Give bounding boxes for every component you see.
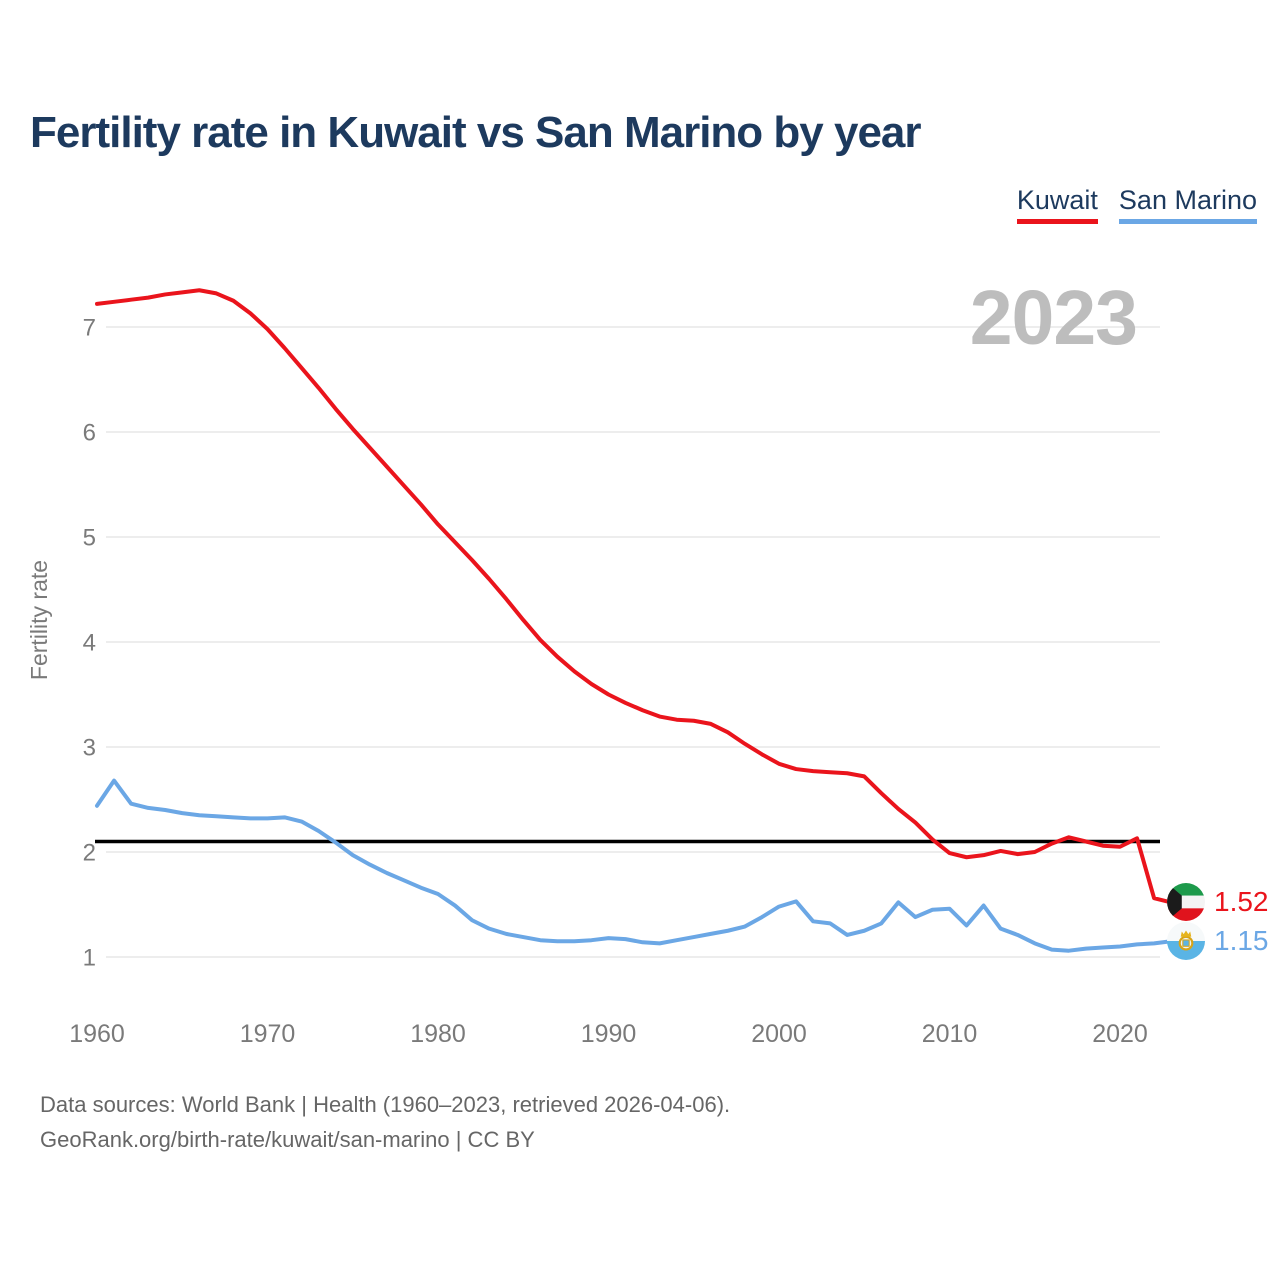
kuwait-end-label: 1.52 — [1167, 883, 1269, 921]
y-tick-label-6: 6 — [83, 420, 96, 447]
page-title: Fertility rate in Kuwait vs San Marino b… — [30, 108, 922, 157]
year-watermark: 2023 — [970, 275, 1137, 361]
kuwait-line — [95, 288, 1174, 905]
legend-item-kuwait[interactable]: Kuwait — [1016, 185, 1098, 224]
legend-item-san-marino[interactable]: San Marino — [1118, 185, 1257, 224]
y-tick-label-2: 2 — [83, 840, 96, 867]
x-tick-label-1960: 1960 — [69, 1020, 125, 1048]
x-tick-label-1970: 1970 — [240, 1020, 296, 1048]
x-tick-label-1990: 1990 — [581, 1020, 637, 1048]
y-tick-label-4: 4 — [83, 630, 96, 657]
x-tick-label-2020: 2020 — [1092, 1020, 1148, 1048]
kuwait-flag-icon — [1167, 883, 1205, 921]
x-tick-label-2010: 2010 — [922, 1020, 978, 1048]
y-tick-label-5: 5 — [83, 525, 96, 552]
attribution-text[interactable]: GeoRank.org/birth-rate/kuwait/san-marino… — [40, 1127, 535, 1152]
data-sources-text: Data sources: World Bank | Health (1960–… — [40, 1092, 731, 1117]
y-tick-label-7: 7 — [83, 315, 96, 342]
x-tick-label-2000: 2000 — [751, 1020, 807, 1048]
y-tick-label-1: 1 — [83, 945, 96, 972]
san-marino-line — [95, 778, 1174, 953]
y-axis-title: Fertility rate — [26, 560, 52, 680]
kuwait-latest-value: 1.52 — [1214, 886, 1269, 917]
san-marino-latest-value: 1.15 — [1214, 925, 1269, 956]
legend: Kuwait San Marino — [1016, 185, 1257, 224]
san-marino-flag-icon — [1167, 922, 1205, 960]
x-tick-label-1980: 1980 — [410, 1020, 466, 1048]
y-tick-label-3: 3 — [83, 735, 96, 762]
san-marino-end-label: 1.15 — [1167, 922, 1269, 960]
